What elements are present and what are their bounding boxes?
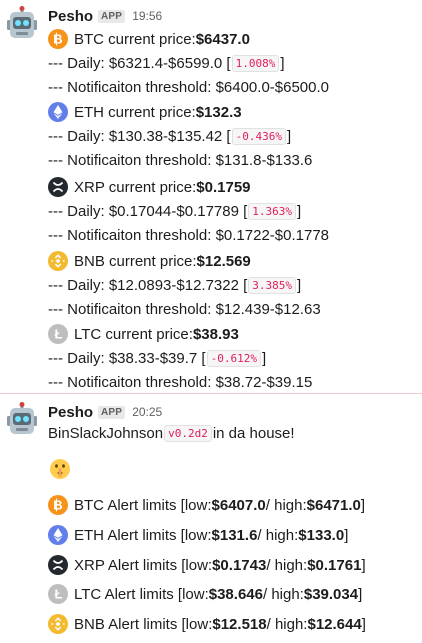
current-price-line: B BTC current price: $6437.0 <box>48 28 250 50</box>
current-price-value: $12.569 <box>197 253 251 270</box>
current-price-line: BNB current price: $12.569 <box>48 250 251 272</box>
daily-range-line: --- Daily: $6321.4-$6599.0 [1.008%] <box>48 52 285 74</box>
daily-change-code: -0.612% <box>207 350 261 367</box>
high-limit-value: $39.034 <box>304 586 358 603</box>
message-header: Pesho APP 19:56 <box>48 6 162 26</box>
xrp-icon <box>48 555 68 575</box>
daily-range-line: --- Daily: $12.0893-$12.7322 [3.385%] <box>48 274 301 296</box>
daily-change-code: 1.363% <box>248 203 296 220</box>
low-limit-value: $38.646 <box>209 586 263 603</box>
eth-icon <box>48 525 68 545</box>
app-badge: APP <box>98 10 125 23</box>
current-price-value: $6437.0 <box>196 31 250 48</box>
alert-limits-line: BNB Alert limits [low: $12.518 / high: $… <box>48 613 366 635</box>
low-limit-value: $6407.0 <box>212 497 266 514</box>
current-price-line: Ł LTC current price: $38.93 <box>48 323 239 345</box>
current-price-line: XRP current price: $0.1759 <box>48 176 251 198</box>
shushing-face-emoji-icon <box>48 457 72 481</box>
alert-limits-line: XRP Alert limits [low: $0.1743 / high: $… <box>48 554 366 576</box>
message-header: Pesho APP 20:25 <box>48 402 162 422</box>
xrp-icon <box>48 177 68 197</box>
robot-avatar[interactable] <box>4 402 40 438</box>
timestamp[interactable]: 20:25 <box>132 405 162 419</box>
current-price-line: ETH current price: $132.3 <box>48 101 242 123</box>
ltc-icon: Ł <box>48 324 68 344</box>
notification-threshold-line: --- Notificaiton threshold: $6400.0-$650… <box>48 76 329 98</box>
bnb-icon <box>48 614 68 634</box>
version-code: v0.2d2 <box>164 425 212 442</box>
notification-threshold-line: --- Notificaiton threshold: $131.8-$133.… <box>48 149 312 171</box>
svg-text:B: B <box>53 32 62 47</box>
high-limit-value: $12.644 <box>307 616 361 633</box>
high-limit-value: $0.1761 <box>307 557 361 574</box>
sender-name[interactable]: Pesho <box>48 8 93 25</box>
svg-text:Ł: Ł <box>55 587 63 602</box>
notification-threshold-line: --- Notificaiton threshold: $0.1722-$0.1… <box>48 224 329 246</box>
eth-icon <box>48 102 68 122</box>
intro-line: BinSlackJohnson v0.2d2 in da house! <box>48 422 295 444</box>
high-limit-value: $133.0 <box>298 527 344 544</box>
daily-change-code: -0.436% <box>232 128 286 145</box>
alert-limits-line: Ł LTC Alert limits [low: $38.646 / high:… <box>48 583 362 605</box>
daily-change-code: 3.385% <box>248 277 296 294</box>
alert-limits-line: B BTC Alert limits [low: $6407.0 / high:… <box>48 494 365 516</box>
low-limit-value: $0.1743 <box>212 557 266 574</box>
alert-limits-line: ETH Alert limits [low: $131.6 / high: $1… <box>48 524 348 546</box>
notification-threshold-line: --- Notificaiton threshold: $12.439-$12.… <box>48 298 321 320</box>
daily-range-line: --- Daily: $0.17044-$0.17789 [1.363%] <box>48 200 301 222</box>
btc-icon: B <box>48 29 68 49</box>
ltc-icon: Ł <box>48 584 68 604</box>
high-limit-value: $6471.0 <box>307 497 361 514</box>
low-limit-value: $12.518 <box>212 616 266 633</box>
timestamp[interactable]: 19:56 <box>132 9 162 23</box>
low-limit-value: $131.6 <box>212 527 258 544</box>
daily-range-line: --- Daily: $130.38-$135.42 [-0.436%] <box>48 125 291 147</box>
bnb-icon <box>48 251 68 271</box>
current-price-value: $38.93 <box>193 326 239 343</box>
daily-range-line: --- Daily: $38.33-$39.7 [-0.612%] <box>48 347 266 369</box>
app-badge: APP <box>98 406 125 419</box>
btc-icon: B <box>48 495 68 515</box>
sender-name[interactable]: Pesho <box>48 404 93 421</box>
daily-change-code: 1.008% <box>232 55 280 72</box>
notification-threshold-line: --- Notificaiton threshold: $38.72-$39.1… <box>48 371 312 393</box>
current-price-value: $0.1759 <box>196 179 250 196</box>
new-messages-divider <box>0 393 422 394</box>
svg-text:Ł: Ł <box>55 327 63 342</box>
robot-avatar[interactable] <box>4 6 40 42</box>
current-price-value: $132.3 <box>196 104 242 121</box>
svg-text:B: B <box>53 498 62 513</box>
